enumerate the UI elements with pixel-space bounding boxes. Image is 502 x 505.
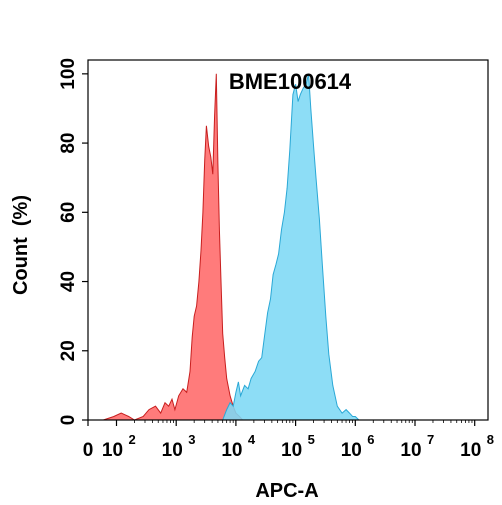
y-axis-label: Count (%) <box>10 195 32 295</box>
y-tick-label: 100 <box>58 58 79 90</box>
x-tick-exponent: 8 <box>487 432 494 447</box>
x-tick-exponent: 7 <box>427 432 434 447</box>
x-axis: 0 10 2 10 3 10 4 10 5 10 6 10 7 10 8 <box>83 420 494 461</box>
x-tick-label: 10 <box>102 440 123 461</box>
y-axis: 0 20 40 60 80 100 <box>58 58 88 425</box>
x-tick-label: 10 <box>400 440 421 461</box>
y-tick-label: 80 <box>58 133 79 154</box>
x-tick-exponent: 3 <box>188 432 195 447</box>
x-tick-label: 0 <box>83 440 94 461</box>
x-tick-exponent: 2 <box>129 432 136 447</box>
x-tick-label: 10 <box>162 440 183 461</box>
y-tick-label: 0 <box>58 415 79 426</box>
chart-title: BME100614 <box>229 69 352 94</box>
y-tick-label: 20 <box>58 340 79 361</box>
series-2-area <box>221 73 361 421</box>
x-tick-label: 10 <box>341 440 362 461</box>
plot-area-frame <box>87 59 489 421</box>
x-tick-exponent: 4 <box>248 432 256 447</box>
series-layer <box>103 73 361 421</box>
x-tick-exponent: 6 <box>367 432 374 447</box>
x-tick-exponent: 5 <box>308 432 315 447</box>
x-axis-label: APC-A <box>255 480 318 502</box>
x-tick-label: 10 <box>460 440 481 461</box>
series-1-area <box>103 73 244 421</box>
x-tick-label: 10 <box>221 440 242 461</box>
y-tick-label: 60 <box>58 202 79 223</box>
y-tick-label: 40 <box>58 271 79 292</box>
x-tick-label: 10 <box>281 440 302 461</box>
